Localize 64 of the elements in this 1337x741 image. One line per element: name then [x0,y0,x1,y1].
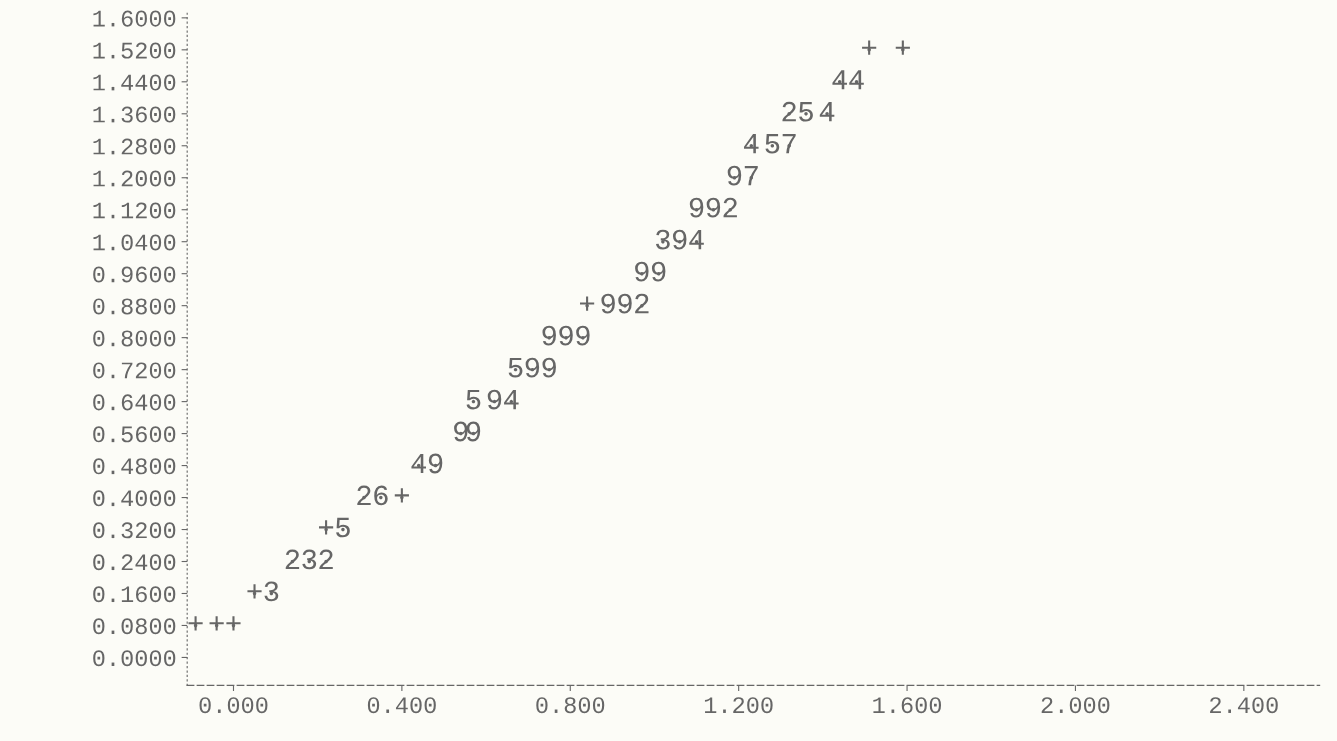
y-tick-label: 0.4800 [93,458,176,475]
text: 9 [601,293,615,314]
text: 9 [727,165,742,186]
y-tick-label: 1.0400 [93,234,176,251]
y-tick-label: 0.7200 [93,362,176,379]
series-label: 3 [655,229,670,250]
x-tick-label: 1.200 [704,697,773,714]
text: 9 [618,293,632,314]
text: 5 [336,517,350,538]
text: 9 [487,389,502,410]
y-tick-label: 0.9600 [93,266,176,283]
y-tick-label: 0.2400 [93,554,176,571]
series-label: 5 [799,102,813,122]
y-tick-label: 1.3600 [93,106,176,123]
text: 4 [832,70,847,90]
y-tick-label: 0.5600 [93,426,176,443]
text: 9 [672,229,687,250]
text: 4 [504,389,519,410]
text: 4 [689,230,704,250]
series-label: 4 [744,134,759,154]
y-tick-label: 0.8000 [93,330,176,347]
text: 9 [651,261,666,282]
text: 2 [635,293,649,314]
text: 9 [689,197,704,218]
y-tick-label: 0.8800 [93,298,176,315]
x-tick-label: 0.000 [199,697,268,714]
text: 4 [411,453,426,474]
y-tick-label: 0.1600 [93,586,176,603]
text: 9 [525,357,540,378]
text: 9 [706,197,721,218]
y-tick-label: 1.4400 [93,74,176,91]
text: 9 [428,453,443,474]
y-tick-label: 0.4000 [93,490,176,507]
x-tick-label: 1.600 [873,697,942,714]
text: 4 [849,70,864,90]
text: 3 [302,549,317,570]
series-label: 6 [374,485,388,506]
text: 4 [819,102,835,122]
y-tick-label: 1.5200 [93,42,176,59]
text: 9 [542,357,556,378]
text: 5 [765,134,780,154]
text: 5 [466,389,481,410]
y-tick-label: 0.0800 [93,618,176,635]
series-label: 9 [559,325,573,346]
text: 5 [508,357,523,378]
text: 9 [454,421,468,442]
text: 9 [542,325,556,346]
text: 2 [723,197,737,218]
text: 9 [635,261,649,282]
y-tick-label: 0.0000 [93,650,176,667]
series-label: 2 [782,101,796,122]
x-tick-label: 0.400 [367,697,436,714]
y-tick-label: 1.2000 [93,170,176,187]
y-tick-label: 0.6400 [93,394,176,411]
y-tick-label: 1.1200 [93,202,176,219]
text: 3 [264,581,279,602]
x-tick-label: 2.400 [1210,697,1278,714]
text: 9 [466,421,481,442]
x-tick-label: 0.800 [536,697,605,714]
text: 9 [576,325,590,346]
y-tick-label: 1.2800 [93,138,176,155]
y-tick-label: 1.6000 [93,10,176,27]
y-tick-label: 0.3200 [93,522,176,539]
x-tick-label: 2.000 [1041,697,1110,714]
